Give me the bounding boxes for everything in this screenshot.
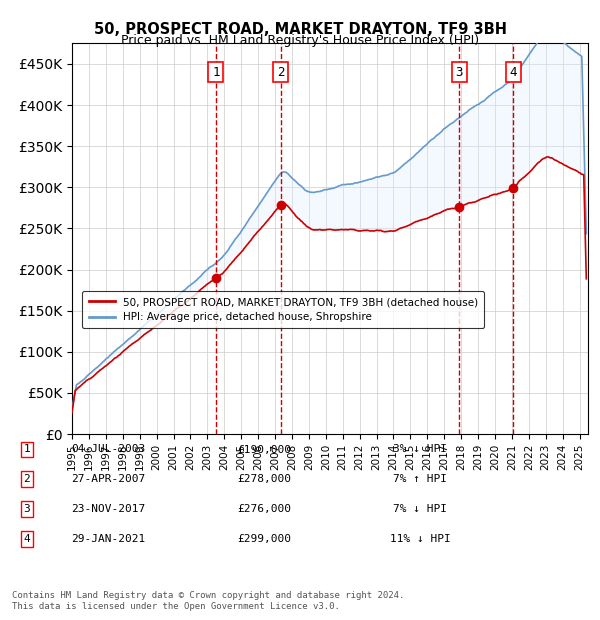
Text: 4: 4	[23, 534, 31, 544]
Text: 2: 2	[277, 66, 284, 79]
Text: £278,000: £278,000	[237, 474, 291, 484]
Text: 2: 2	[23, 474, 31, 484]
Text: 04-JUL-2003: 04-JUL-2003	[71, 445, 145, 454]
Text: £190,000: £190,000	[237, 445, 291, 454]
Text: 29-JAN-2021: 29-JAN-2021	[71, 534, 145, 544]
Text: 23-NOV-2017: 23-NOV-2017	[71, 504, 145, 514]
Text: 1: 1	[23, 445, 31, 454]
Text: 50, PROSPECT ROAD, MARKET DRAYTON, TF9 3BH: 50, PROSPECT ROAD, MARKET DRAYTON, TF9 3…	[94, 22, 506, 37]
Text: Price paid vs. HM Land Registry's House Price Index (HPI): Price paid vs. HM Land Registry's House …	[121, 34, 479, 47]
Text: £299,000: £299,000	[237, 534, 291, 544]
Text: 3: 3	[455, 66, 463, 79]
Legend: 50, PROSPECT ROAD, MARKET DRAYTON, TF9 3BH (detached house), HPI: Average price,: 50, PROSPECT ROAD, MARKET DRAYTON, TF9 3…	[82, 291, 484, 329]
Text: 27-APR-2007: 27-APR-2007	[71, 474, 145, 484]
Text: 3: 3	[23, 504, 31, 514]
Text: 1: 1	[212, 66, 220, 79]
Text: 11% ↓ HPI: 11% ↓ HPI	[389, 534, 451, 544]
Text: Contains HM Land Registry data © Crown copyright and database right 2024.
This d: Contains HM Land Registry data © Crown c…	[12, 591, 404, 611]
Text: 4: 4	[509, 66, 517, 79]
Text: 7% ↑ HPI: 7% ↑ HPI	[393, 474, 447, 484]
Text: £276,000: £276,000	[237, 504, 291, 514]
Text: 7% ↓ HPI: 7% ↓ HPI	[393, 504, 447, 514]
Text: 3% ↓ HPI: 3% ↓ HPI	[393, 445, 447, 454]
